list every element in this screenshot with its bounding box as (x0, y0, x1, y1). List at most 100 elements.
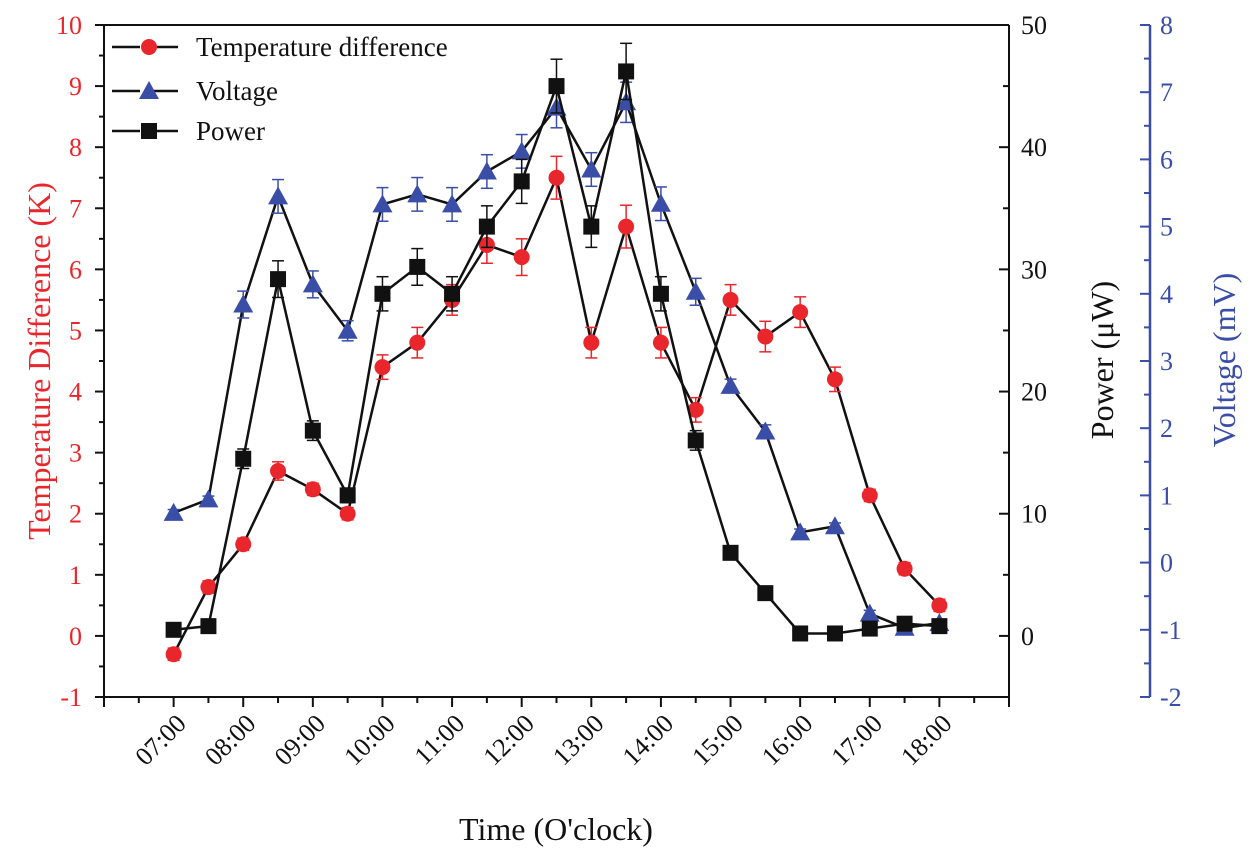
left-tick-label: 0 (69, 622, 82, 651)
x-axis-title: Time (O'clock) (459, 811, 653, 847)
left-axis-title: Temperature Difference (K) (21, 182, 57, 540)
x-tick-label: 18:00 (895, 709, 957, 771)
legend-label-temperature-difference: Temperature difference (196, 32, 448, 62)
left-tick-label: 2 (69, 500, 82, 529)
data-point-power (270, 271, 287, 288)
power-tick-label: 30 (1021, 255, 1047, 284)
x-tick-label: 12:00 (478, 709, 540, 771)
power-tick-label: 20 (1021, 378, 1047, 407)
legend-label-power: Power (196, 116, 265, 146)
data-point-power (722, 544, 739, 561)
power-axis-title: Power (μW) (1084, 281, 1120, 439)
voltage-tick-label: 4 (1160, 280, 1173, 309)
data-point-voltage (163, 502, 184, 521)
series-line-temperature-difference (172, 173, 941, 655)
left-tick-label: 5 (69, 316, 82, 345)
voltage-tick-label: 7 (1160, 78, 1173, 107)
data-point-temperature-difference (409, 334, 426, 351)
data-point-temperature-difference (931, 597, 948, 614)
data-point-power (583, 218, 600, 235)
voltage-tick-label: 6 (1160, 145, 1173, 174)
left-tick-label: 3 (69, 439, 82, 468)
data-point-power (444, 285, 461, 302)
data-point-voltage (268, 186, 289, 205)
data-point-power (304, 422, 321, 439)
voltage-tick-label: 1 (1160, 481, 1173, 510)
legend: Temperature difference Voltage Power (112, 32, 448, 146)
data-point-voltage (720, 375, 741, 394)
data-point-temperature-difference (270, 462, 287, 479)
data-point-voltage (859, 603, 880, 622)
data-point-voltage (790, 522, 811, 541)
data-point-temperature-difference (687, 401, 704, 418)
x-tick-label: 17:00 (826, 709, 888, 771)
left-tick-label: 8 (69, 133, 82, 162)
data-point-temperature-difference (548, 169, 565, 186)
data-point-temperature-difference (304, 481, 321, 498)
data-point-power (861, 620, 878, 637)
data-point-power (339, 487, 356, 504)
data-point-voltage (302, 274, 323, 293)
data-point-voltage (650, 193, 671, 212)
data-point-power (409, 258, 426, 275)
data-point-power (548, 78, 565, 95)
x-tick-label: 10:00 (338, 709, 400, 771)
data-point-temperature-difference (165, 646, 182, 663)
data-point-temperature-difference (792, 304, 809, 321)
x-tick-label: 11:00 (409, 709, 471, 771)
voltage-tick-label: 5 (1160, 213, 1173, 242)
legend-marker-power (141, 123, 157, 139)
voltage-tick-label: 0 (1160, 549, 1173, 578)
left-tick-label: 6 (69, 255, 82, 284)
series-power (165, 42, 948, 642)
data-point-power (896, 615, 913, 632)
data-point-temperature-difference (200, 579, 217, 596)
x-tick-label: 16:00 (756, 709, 818, 771)
left-tick-label: 9 (69, 72, 82, 101)
data-point-power (618, 63, 635, 80)
data-point-temperature-difference (339, 505, 356, 522)
data-point-power (478, 218, 495, 235)
legend-marker-temperature-difference (141, 39, 157, 55)
x-tick-label: 13:00 (547, 709, 609, 771)
voltage-axis-title: Voltage (mV) (1206, 273, 1242, 447)
data-point-temperature-difference (374, 359, 391, 376)
data-point-temperature-difference (618, 218, 635, 235)
data-point-power (757, 585, 774, 602)
data-point-power (235, 450, 252, 467)
data-point-temperature-difference (235, 536, 252, 553)
legend-marker-voltage (139, 81, 159, 99)
left-tick-label: 7 (69, 194, 82, 223)
x-tick-label: 14:00 (617, 709, 679, 771)
data-point-temperature-difference (513, 249, 530, 266)
data-point-power (200, 618, 217, 635)
data-point-voltage (233, 294, 254, 313)
left-tick-label: 4 (69, 378, 82, 407)
x-tick-label: 15:00 (686, 709, 748, 771)
x-tick-label: 07:00 (129, 709, 191, 771)
left-tick-label: -1 (60, 683, 82, 712)
data-point-voltage (685, 281, 706, 300)
voltage-tick-label: 3 (1160, 347, 1173, 376)
power-tick-label: 0 (1021, 622, 1034, 651)
data-point-voltage (755, 421, 776, 440)
data-point-voltage (372, 194, 393, 213)
data-point-power (165, 621, 182, 638)
x-tick-label: 08:00 (199, 709, 261, 771)
data-point-voltage (337, 320, 358, 339)
data-point-voltage (511, 141, 532, 160)
left-tick-label: 10 (56, 11, 82, 40)
data-point-temperature-difference (826, 371, 843, 388)
x-tick-label: 09:00 (269, 709, 331, 771)
data-point-temperature-difference (757, 328, 774, 345)
data-point-voltage (824, 516, 845, 535)
voltage-tick-label: -1 (1160, 616, 1182, 645)
data-point-temperature-difference (583, 334, 600, 351)
series-temperature-difference (165, 155, 948, 663)
data-point-temperature-difference (652, 334, 669, 351)
data-point-power (826, 625, 843, 642)
data-point-power (374, 285, 391, 302)
power-tick-label: 40 (1021, 133, 1047, 162)
data-point-power (931, 618, 948, 635)
